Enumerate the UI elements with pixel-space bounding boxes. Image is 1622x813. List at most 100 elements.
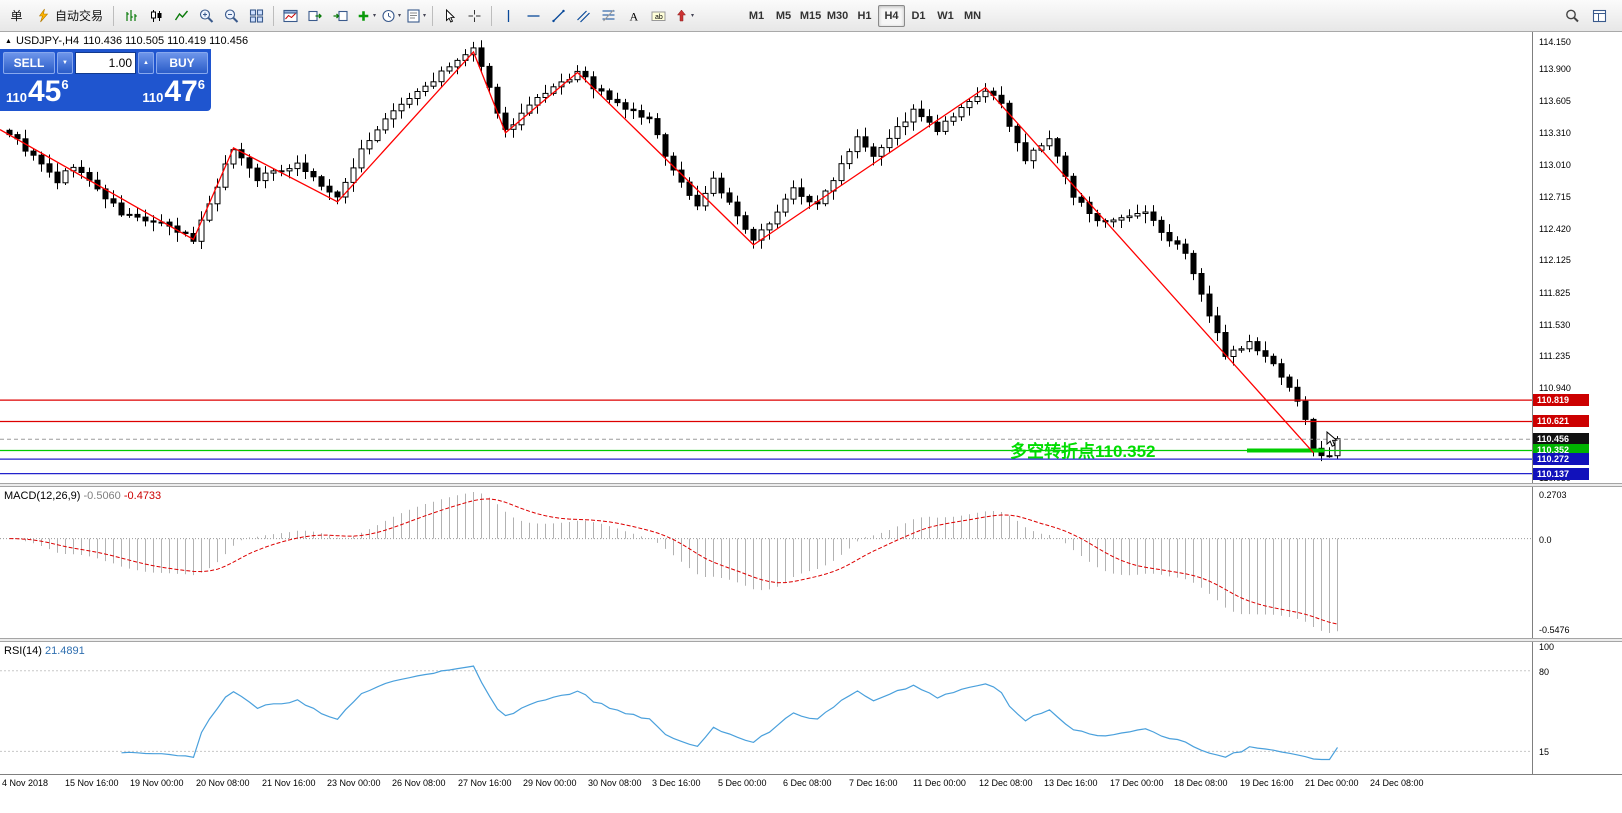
pane-splitter[interactable] bbox=[0, 483, 1622, 487]
label-tool-button[interactable]: ab bbox=[646, 4, 671, 28]
buy-button[interactable]: BUY bbox=[156, 52, 208, 74]
rsi-name: RSI(14) bbox=[4, 645, 42, 657]
zoom-out-button[interactable] bbox=[219, 4, 244, 28]
volume-decrease-button[interactable]: ▼ bbox=[57, 52, 73, 74]
dropdown-caret-icon: ▾ bbox=[691, 13, 695, 19]
bid-price: 110 45 6 bbox=[6, 76, 69, 108]
rsi-axis-label: 100 bbox=[1539, 642, 1555, 652]
shapes-icon bbox=[673, 8, 690, 24]
price-level-tag: 110.137 bbox=[1533, 468, 1589, 480]
time-axis-label: 13 Dec 16:00 bbox=[1044, 778, 1098, 788]
vline-icon bbox=[500, 8, 517, 24]
crosshair-button[interactable] bbox=[462, 4, 487, 28]
macd-indicator-canvas[interactable] bbox=[0, 487, 1532, 638]
zoom-in-icon bbox=[198, 8, 215, 24]
autotrade-label: 自动交易 bbox=[55, 9, 104, 23]
price-tick-label: 112.715 bbox=[1539, 192, 1571, 202]
hline-button[interactable] bbox=[521, 4, 546, 28]
candle-chart-button[interactable] bbox=[144, 4, 169, 28]
rsi-label: RSI(14) 21.4891 bbox=[4, 645, 85, 657]
timeframe-m1-button[interactable]: M1 bbox=[743, 5, 770, 27]
time-axis[interactable]: 4 Nov 2018 15 Nov 16:00 19 Nov 00:00 20 Nov… bbox=[0, 774, 1622, 792]
data-window-icon bbox=[1591, 8, 1608, 24]
vline-button[interactable] bbox=[496, 4, 521, 28]
rsi-axis-label: 80 bbox=[1539, 667, 1550, 677]
bar-chart-icon bbox=[123, 8, 140, 24]
time-axis-label: 21 Nov 16:00 bbox=[262, 778, 316, 788]
price-axis[interactable]: 114.150 113.900 113.605 113.310 113.010 112.7… bbox=[1532, 32, 1622, 774]
timeframe-mn-button[interactable]: MN bbox=[959, 5, 986, 27]
data-window-button[interactable] bbox=[1587, 4, 1612, 28]
auto-scroll-button[interactable] bbox=[303, 4, 328, 28]
toolbar-separator bbox=[491, 5, 493, 26]
new-order-button[interactable]: 单 bbox=[4, 4, 29, 28]
trendline-button[interactable] bbox=[546, 4, 571, 28]
zoom-out-icon bbox=[223, 8, 240, 24]
templates-button[interactable]: ▾ bbox=[403, 4, 428, 28]
trendline-icon bbox=[550, 8, 567, 24]
hline-icon bbox=[525, 8, 542, 24]
price-tick-label: 112.125 bbox=[1539, 255, 1571, 265]
time-axis-label: 6 Dec 08:00 bbox=[783, 778, 832, 788]
ask-price: 110 47 6 bbox=[142, 76, 205, 108]
zoom-in-button[interactable] bbox=[194, 4, 219, 28]
time-axis-label: 23 Nov 00:00 bbox=[327, 778, 381, 788]
volume-increase-button[interactable]: ▲ bbox=[138, 52, 154, 74]
channel-button[interactable] bbox=[571, 4, 596, 28]
pane-splitter[interactable] bbox=[0, 638, 1622, 642]
chart-window-button[interactable] bbox=[278, 4, 303, 28]
timeframe-h1-button[interactable]: H1 bbox=[851, 5, 878, 27]
toolbar-separator bbox=[113, 5, 115, 26]
tile-windows-icon bbox=[248, 8, 265, 24]
ask-pip-digit: 6 bbox=[197, 77, 205, 92]
rsi-axis-label: 15 bbox=[1539, 747, 1550, 757]
text-tool-button[interactable]: A bbox=[621, 4, 646, 28]
time-axis-label: 17 Dec 00:00 bbox=[1110, 778, 1164, 788]
indicators-icon bbox=[355, 8, 372, 24]
price-tick-label: 111.235 bbox=[1539, 351, 1571, 361]
chart-shift-button[interactable] bbox=[328, 4, 353, 28]
ask-integer: 110 bbox=[142, 90, 164, 105]
channel-icon bbox=[575, 8, 592, 24]
bar-chart-button[interactable] bbox=[119, 4, 144, 28]
price-chart-canvas[interactable] bbox=[0, 32, 1532, 483]
rsi-indicator-canvas[interactable] bbox=[0, 642, 1532, 774]
timeframe-w1-button[interactable]: W1 bbox=[932, 5, 959, 27]
price-tick-label: 113.900 bbox=[1539, 64, 1571, 74]
shapes-button[interactable]: ▾ bbox=[671, 4, 696, 28]
cursor-tool-icon bbox=[441, 8, 458, 24]
line-chart-icon bbox=[173, 8, 190, 24]
fibo-icon bbox=[600, 8, 617, 24]
price-tick-label: 113.310 bbox=[1539, 128, 1571, 138]
line-chart-button[interactable] bbox=[169, 4, 194, 28]
chart-title: ▲ USDJPY-,H4 110.436 110.505 110.419 110… bbox=[5, 35, 248, 47]
macd-name: MACD(12,26,9) bbox=[4, 490, 81, 502]
price-tick-label: 111.530 bbox=[1539, 320, 1571, 330]
chart-ohlc-values: 110.436 110.505 110.419 110.456 bbox=[83, 35, 249, 47]
fibo-button[interactable] bbox=[596, 4, 621, 28]
chart-window-icon bbox=[282, 8, 299, 24]
time-axis-label: 20 Nov 08:00 bbox=[196, 778, 250, 788]
autotrade-button[interactable]: 自动交易 bbox=[30, 4, 108, 28]
price-level-tag: 110.272 bbox=[1533, 453, 1589, 465]
new-order-label: 单 bbox=[10, 9, 23, 23]
tile-windows-button[interactable] bbox=[244, 4, 269, 28]
search-button[interactable] bbox=[1560, 4, 1585, 28]
indicators-button[interactable]: ▾ bbox=[353, 4, 378, 28]
timeframe-m5-button[interactable]: M5 bbox=[770, 5, 797, 27]
timeframe-m30-button[interactable]: M30 bbox=[824, 5, 851, 27]
timeframe-h4-button[interactable]: H4 bbox=[878, 4, 906, 27]
sell-button[interactable]: SELL bbox=[3, 52, 55, 74]
time-axis-label: 7 Dec 16:00 bbox=[849, 778, 898, 788]
volume-input[interactable] bbox=[75, 52, 136, 74]
periods-icon bbox=[380, 8, 397, 24]
timeframe-d1-button[interactable]: D1 bbox=[905, 5, 932, 27]
cursor-tool-button[interactable] bbox=[437, 4, 462, 28]
bid-big-digits: 45 bbox=[27, 75, 62, 108]
periods-button[interactable]: ▾ bbox=[378, 4, 403, 28]
timeframe-m15-button[interactable]: M15 bbox=[797, 5, 824, 27]
search-icon bbox=[1564, 8, 1581, 24]
chart-window: ▲ USDJPY-,H4 110.436 110.505 110.419 110… bbox=[0, 32, 1622, 813]
